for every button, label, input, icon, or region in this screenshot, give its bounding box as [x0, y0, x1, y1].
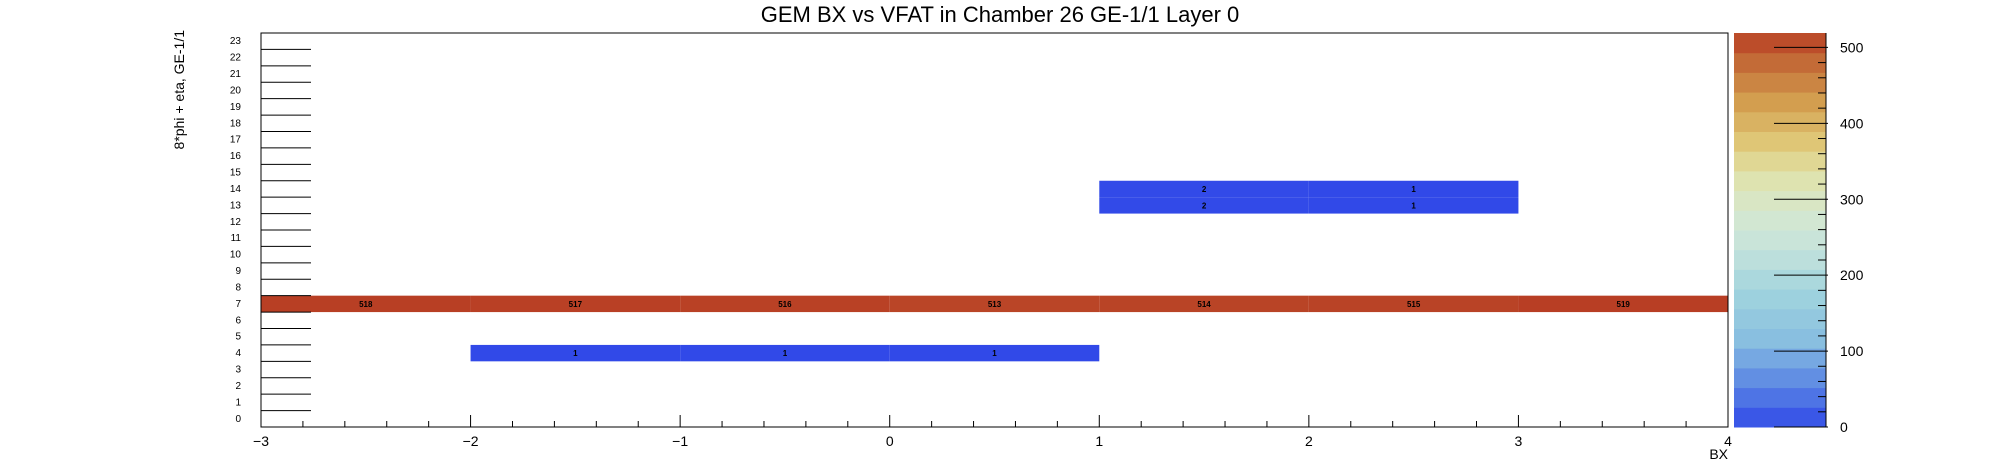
colorbar-segment [1734, 407, 1826, 428]
y-tick-label: 22 [230, 53, 242, 64]
cell-value-label: 2 [1202, 185, 1207, 194]
colorbar-segment [1734, 170, 1826, 192]
colorbar-segment [1734, 348, 1826, 369]
y-tick-label: 10 [230, 250, 242, 261]
plot-frame [260, 32, 1729, 428]
y-tick-label: 11 [231, 233, 242, 244]
heatmap-cell [1099, 180, 1309, 198]
heatmap-cell [1099, 197, 1309, 214]
colorbar-tick-label: 400 [1840, 115, 1864, 131]
y-tick-label: 17 [230, 135, 242, 146]
heatmap-cell [1308, 197, 1519, 214]
colorbar-segment [1734, 72, 1826, 93]
heatmap-cell [889, 295, 1100, 313]
y-tick-label: 18 [230, 118, 242, 129]
cell-value-label: 2 [1202, 201, 1207, 210]
colorbar-segment [1734, 151, 1826, 172]
y-tick-label: 15 [230, 168, 242, 179]
heatmap-cell [261, 295, 471, 313]
x-tick-label: 0 [886, 433, 894, 449]
colorbar-segment [1734, 210, 1826, 231]
colorbar-segment [1734, 52, 1826, 73]
heatmap-cell [889, 344, 1100, 362]
y-tick-label: 5 [235, 332, 241, 343]
y-tick-label: 0 [235, 414, 241, 425]
colorbar-segment [1734, 249, 1826, 270]
colorbar-segment [1734, 387, 1826, 408]
colorbar-segment [1734, 328, 1826, 349]
y-axis-label: 8*phi + eta, GE-1/1 [171, 30, 187, 150]
y-tick-label: 20 [230, 85, 242, 96]
heatmap-cell [470, 295, 681, 313]
y-tick-label: 12 [230, 217, 242, 228]
heatmap-cell [1308, 180, 1519, 198]
colorbar-segment [1734, 131, 1826, 152]
y-tick-label: 1 [235, 397, 241, 408]
colorbar-segment [1734, 92, 1826, 113]
x-axis-label: BX [1709, 446, 1728, 462]
chart-title: GEM BX vs VFAT in Chamber 26 GE-1/1 Laye… [761, 2, 1240, 27]
colorbar-segment [1734, 230, 1826, 251]
cell-value-label: 514 [1197, 300, 1211, 309]
cell-value-label: 513 [988, 300, 1002, 309]
cell-value-label: 1 [783, 349, 788, 358]
colorbar-segment [1734, 289, 1826, 310]
colorbar-segment [1734, 269, 1826, 290]
y-tick-label: 13 [230, 200, 242, 211]
y-tick-label: 7 [235, 299, 241, 310]
cell-value-label: 1 [1411, 185, 1416, 194]
cell-value-label: 519 [1617, 300, 1631, 309]
y-tick-label: 6 [235, 315, 241, 326]
colorbar-tick-label: 0 [1840, 419, 1848, 435]
x-tick-label: −2 [463, 433, 479, 449]
colorbar-segment [1734, 367, 1826, 389]
colorbar-tick-label: 100 [1840, 343, 1864, 359]
y-tick-label: 3 [235, 365, 241, 376]
y-tick-label: 2 [235, 381, 241, 392]
x-tick-label: 2 [1305, 433, 1313, 449]
colorbar-tick-label: 200 [1840, 267, 1864, 283]
cell-value-label: 517 [569, 300, 583, 309]
x-tick-label: −1 [672, 433, 688, 449]
cell-value-label: 515 [1407, 300, 1421, 309]
x-tick-label: 4 [1724, 433, 1732, 449]
y-tick-label: 23 [230, 36, 242, 47]
colorbar-segment [1734, 111, 1826, 132]
cell-value-label: 1 [573, 349, 578, 358]
y-tick-label: 19 [230, 102, 242, 113]
y-tick-label: 4 [235, 348, 241, 359]
colorbar-tick-label: 300 [1840, 191, 1864, 207]
y-tick-label: 8 [235, 282, 241, 293]
heatmap-cell [1099, 295, 1309, 313]
heatmap-cell [1518, 295, 1728, 313]
heatmap-cell [680, 295, 890, 313]
x-tick-label: −3 [253, 433, 269, 449]
colorbar-segment [1734, 33, 1826, 54]
cell-value-label: 516 [778, 300, 792, 309]
cell-value-label: 518 [359, 300, 373, 309]
y-tick-label: 21 [230, 69, 242, 80]
heatmap-cell [470, 344, 681, 362]
x-tick-label: 3 [1515, 433, 1523, 449]
colorbar-segment [1734, 190, 1826, 211]
y-tick-label: 16 [230, 151, 242, 162]
cell-value-label: 1 [992, 349, 997, 358]
colorbar-tick-label: 500 [1840, 39, 1864, 55]
cell-value-label: 1 [1411, 201, 1416, 210]
colorbar-segment [1734, 308, 1826, 329]
x-tick-label: 1 [1095, 433, 1103, 449]
y-tick-label: 9 [235, 266, 241, 277]
heatmap-cell [680, 344, 890, 362]
heatmap-cell [1308, 295, 1519, 313]
y-tick-label: 14 [230, 184, 242, 195]
